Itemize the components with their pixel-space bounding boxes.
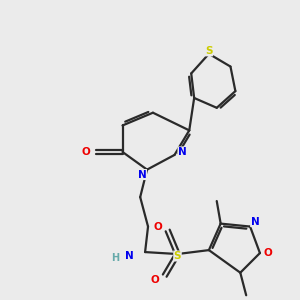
Text: N: N [250, 217, 260, 226]
Text: N: N [178, 147, 187, 157]
Text: O: O [151, 274, 159, 285]
Text: O: O [154, 222, 162, 232]
Text: N: N [125, 251, 134, 261]
Text: N: N [138, 169, 146, 179]
Text: H: H [112, 253, 120, 263]
Text: O: O [82, 147, 91, 157]
Text: S: S [174, 251, 181, 261]
Text: S: S [205, 46, 213, 56]
Text: O: O [263, 248, 272, 258]
